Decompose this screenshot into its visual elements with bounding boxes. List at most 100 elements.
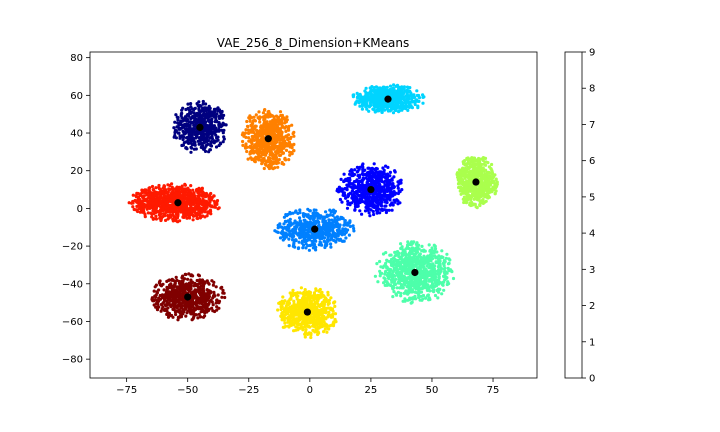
scatter-point	[424, 280, 428, 284]
scatter-point	[482, 181, 486, 185]
scatter-point	[484, 172, 488, 176]
scatter-point	[379, 265, 383, 269]
scatter-point	[441, 280, 445, 284]
scatter-point	[438, 287, 442, 291]
scatter-point	[282, 215, 286, 219]
scatter-point	[245, 119, 249, 124]
scatter-point	[189, 139, 193, 143]
scatter-point	[252, 159, 257, 163]
scatter-point	[291, 315, 295, 319]
scatter-point	[284, 232, 289, 236]
scatter-point	[395, 293, 399, 297]
scatter-point	[277, 158, 281, 162]
scatter-point	[423, 284, 427, 288]
scatter-point	[364, 184, 369, 188]
scatter-point	[173, 120, 177, 124]
scatter-point	[395, 286, 399, 290]
scatter-point	[364, 86, 368, 90]
scatter-point	[397, 109, 401, 113]
scatter-point	[301, 212, 305, 216]
scatter-point	[383, 270, 388, 274]
scatter-point	[360, 104, 364, 108]
scatter-point	[309, 335, 313, 340]
scatter-point	[414, 264, 418, 268]
scatter-point	[279, 307, 283, 312]
scatter-point	[400, 254, 404, 258]
scatter-point	[293, 306, 297, 310]
scatter-point	[394, 91, 399, 95]
scatter-point	[375, 262, 379, 266]
scatter-point	[311, 240, 315, 244]
scatter-point	[392, 290, 396, 294]
scatter-point	[339, 177, 343, 181]
scatter-point	[317, 320, 321, 324]
scatter-point	[472, 190, 476, 194]
scatter-point	[257, 110, 261, 114]
scatter-point	[245, 145, 250, 149]
scatter-point	[365, 107, 369, 111]
scatter-point	[405, 92, 409, 96]
scatter-point	[479, 192, 483, 196]
scatter-point	[344, 236, 348, 240]
scatter-point	[367, 202, 371, 206]
scatter-point	[400, 270, 404, 274]
scatter-point	[315, 310, 319, 314]
scatter-point	[481, 158, 485, 162]
scatter-point	[266, 122, 270, 126]
scatter-point	[176, 116, 180, 120]
scatter-point	[411, 266, 415, 270]
scatter-point	[309, 332, 313, 336]
scatter-point	[216, 138, 220, 142]
scatter-point	[323, 245, 327, 250]
scatter-point	[379, 189, 383, 193]
scatter-point	[267, 158, 271, 162]
scatter-point	[207, 115, 211, 119]
scatter-point	[348, 224, 352, 229]
scatter-point	[470, 177, 474, 181]
scatter-point	[442, 258, 446, 263]
scatter-point	[349, 191, 353, 195]
scatter-point	[416, 261, 420, 265]
scatter-point	[201, 129, 206, 133]
scatter-point	[278, 141, 282, 145]
scatter-point	[252, 135, 256, 139]
scatter-point	[400, 85, 404, 89]
scatter-point	[201, 102, 205, 106]
scatter-point	[472, 197, 476, 201]
scatter-point	[178, 121, 182, 125]
scatter-point	[202, 118, 206, 122]
scatter-point	[447, 261, 451, 265]
scatter-point	[380, 174, 384, 178]
scatter-point	[475, 166, 479, 170]
scatter-point	[410, 100, 414, 104]
scatter-point	[466, 166, 470, 170]
scatter-point	[252, 118, 257, 122]
scatter-point	[407, 86, 411, 90]
scatter-point	[327, 220, 331, 224]
scatter-point	[440, 249, 444, 253]
scatter-point	[337, 188, 341, 192]
scatter-point	[288, 153, 292, 157]
scatter-point	[213, 110, 217, 114]
scatter-point	[321, 235, 325, 239]
scatter-point	[477, 168, 481, 172]
scatter-point	[306, 230, 310, 234]
scatter-point	[258, 120, 262, 124]
scatter-point	[471, 159, 475, 163]
scatter-point	[327, 298, 331, 302]
scatter-point	[475, 172, 479, 176]
scatter-point	[406, 253, 410, 257]
scatter-point	[422, 249, 426, 253]
scatter-point	[221, 116, 225, 120]
scatter-point	[319, 227, 323, 231]
scatter-point	[379, 204, 384, 208]
scatter-point	[371, 194, 375, 198]
scatter-point	[311, 211, 315, 215]
scatter-point	[327, 231, 331, 235]
scatter-point	[395, 83, 400, 87]
scatter-point	[327, 327, 331, 331]
scatter-point	[189, 145, 193, 149]
scatter-point	[417, 243, 421, 247]
scatter-point	[434, 256, 438, 260]
